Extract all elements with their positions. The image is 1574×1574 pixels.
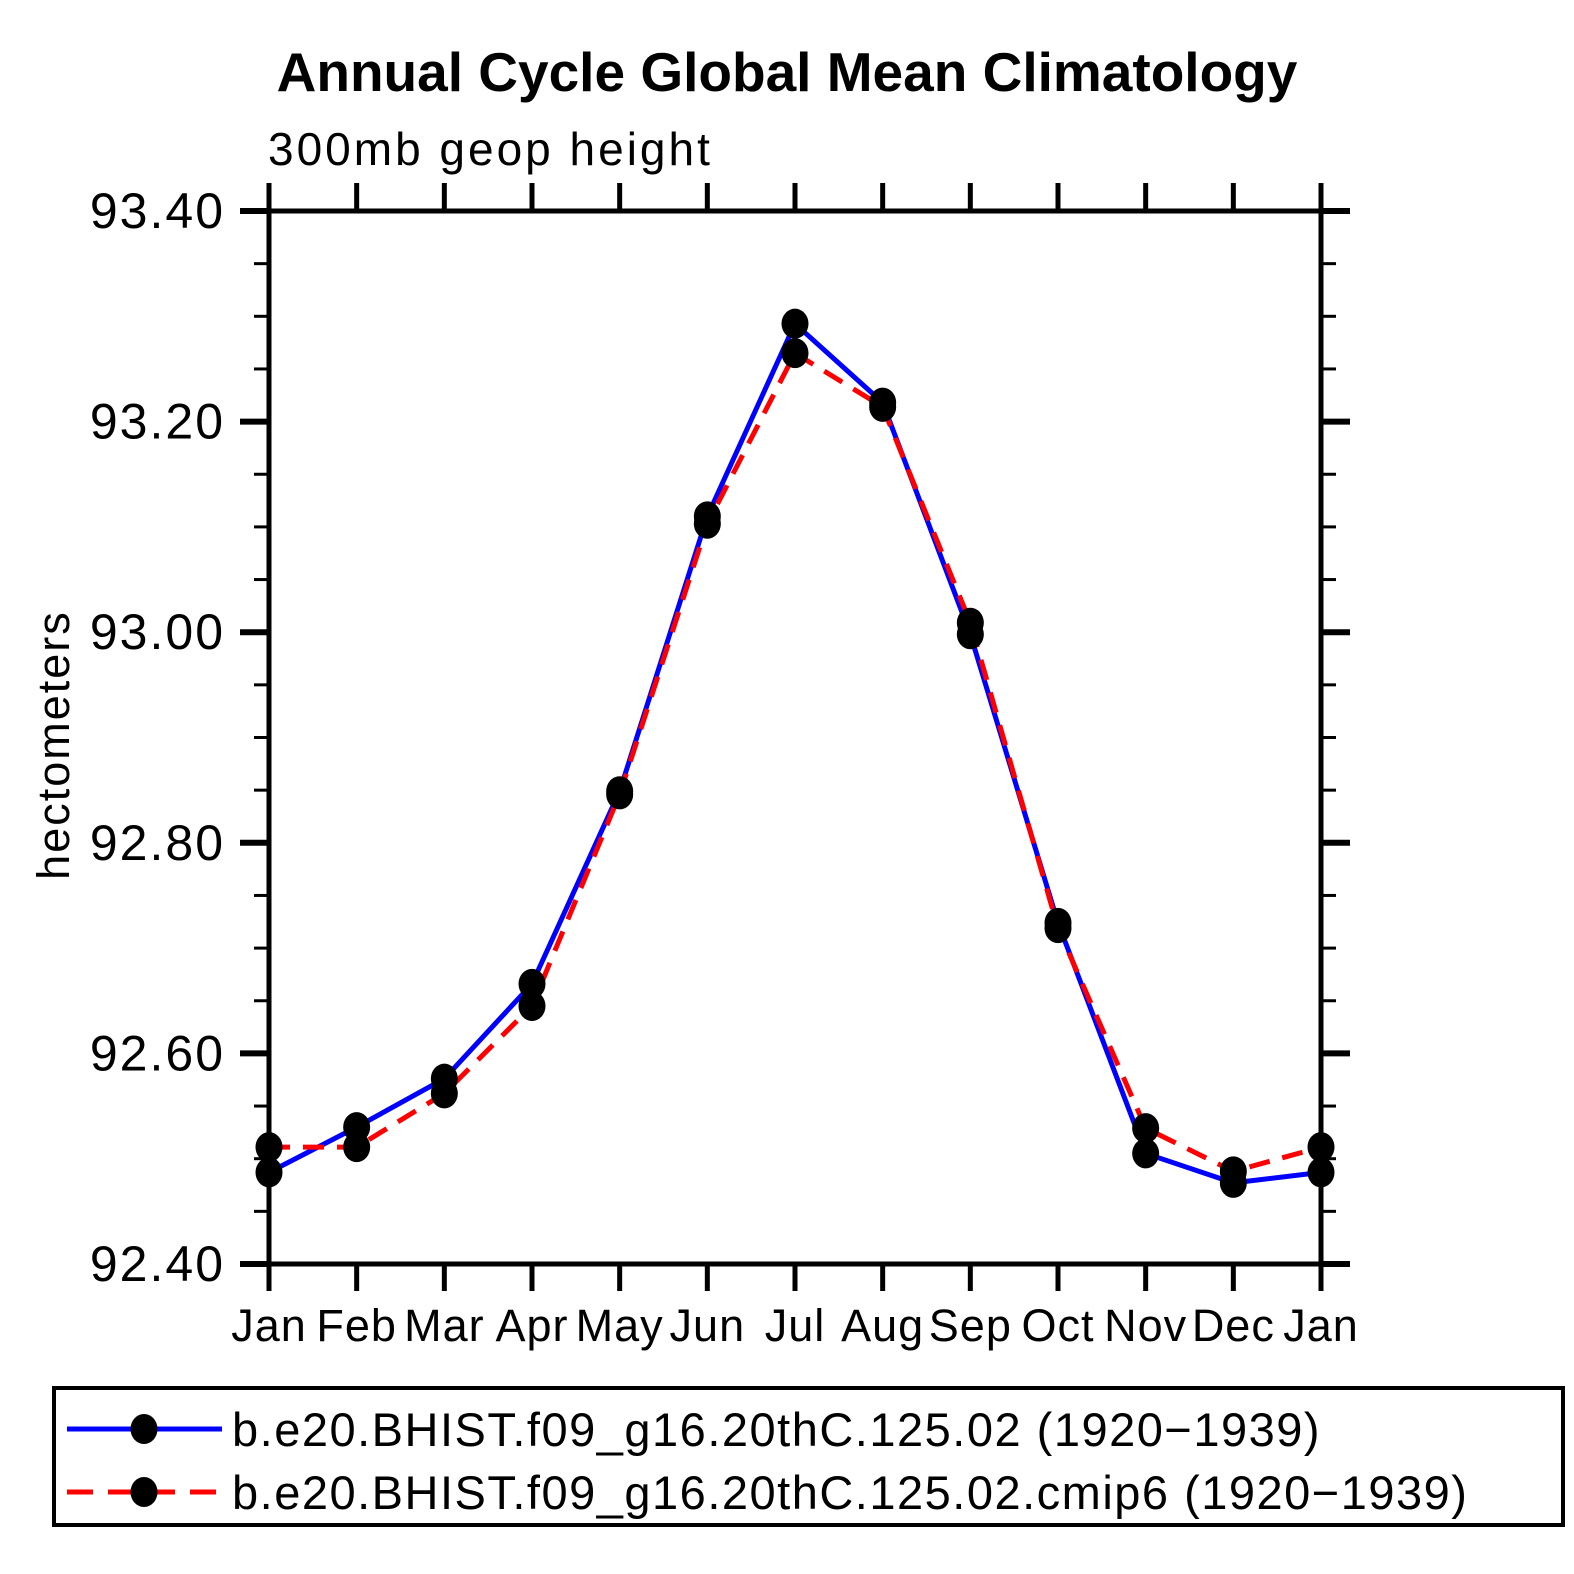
y-tick-label: 93.40 bbox=[90, 183, 225, 239]
chart-subtitle: 300mb geop height bbox=[268, 123, 713, 175]
data-point-marker bbox=[606, 779, 634, 810]
x-tick-label: Jul bbox=[765, 1300, 826, 1351]
x-tick-label: Jan bbox=[1283, 1300, 1359, 1351]
x-tick-label: May bbox=[576, 1300, 664, 1351]
y-tick-label: 92.60 bbox=[90, 1025, 225, 1081]
legend-line-sample-dashed bbox=[67, 1477, 222, 1507]
x-tick-label: Aug bbox=[841, 1300, 924, 1351]
legend: b.e20.BHIST.f09_g16.20thC.125.02 (1920−1… bbox=[52, 1386, 1565, 1527]
legend-label: b.e20.BHIST.f09_g16.20thC.125.02 (1920−1… bbox=[232, 1402, 1322, 1456]
legend-marker-circle bbox=[130, 1414, 158, 1444]
data-point-marker bbox=[518, 968, 546, 999]
data-point-marker bbox=[343, 1132, 371, 1163]
data-point-marker bbox=[518, 991, 546, 1022]
x-tick-label: Oct bbox=[1021, 1300, 1094, 1351]
data-point-marker bbox=[1219, 1156, 1247, 1187]
data-point-marker bbox=[255, 1157, 283, 1188]
data-point-marker bbox=[1307, 1157, 1335, 1188]
data-point-marker bbox=[1132, 1138, 1160, 1169]
data-series bbox=[267, 321, 1322, 1186]
x-tick-label: Sep bbox=[929, 1300, 1012, 1351]
data-point-marker bbox=[693, 508, 721, 539]
series-line-dashed-red bbox=[269, 350, 1322, 1174]
x-tick-label: Jan bbox=[231, 1300, 307, 1351]
data-point-marker bbox=[1307, 1132, 1335, 1163]
y-tick-label: 93.00 bbox=[90, 604, 225, 660]
data-point-marker bbox=[1132, 1113, 1160, 1144]
legend-item: b.e20.BHIST.f09_g16.20thC.125.02.cmip6 (… bbox=[62, 1465, 1469, 1519]
legend-line-sample-solid bbox=[67, 1414, 222, 1444]
data-point-markers bbox=[255, 308, 1335, 1198]
y-tick-label: 92.80 bbox=[90, 815, 225, 871]
x-tick-label: Jun bbox=[670, 1300, 746, 1351]
series-line-solid-blue bbox=[267, 321, 1322, 1186]
y-tick-label: 92.40 bbox=[90, 1236, 225, 1292]
y-tick-label: 93.20 bbox=[90, 394, 225, 450]
frame-rect bbox=[266, 208, 1324, 1267]
x-tick-label: Mar bbox=[404, 1300, 485, 1351]
data-point-marker bbox=[956, 607, 984, 638]
x-tick-label: Nov bbox=[1104, 1300, 1187, 1351]
x-tick-label: Apr bbox=[495, 1300, 568, 1351]
data-point-marker bbox=[869, 391, 897, 422]
data-point-marker bbox=[781, 338, 809, 369]
data-point-marker bbox=[255, 1132, 283, 1163]
plot-frame bbox=[266, 208, 1324, 1267]
x-tick-label: Feb bbox=[316, 1300, 397, 1351]
y-axis-label: hectometers bbox=[28, 610, 79, 880]
data-point-marker bbox=[430, 1078, 458, 1109]
legend-marker-circle bbox=[130, 1477, 158, 1507]
data-point-marker bbox=[1044, 913, 1072, 944]
chart-title: Annual Cycle Global Mean Climatology bbox=[276, 41, 1298, 103]
legend-item: b.e20.BHIST.f09_g16.20thC.125.02 (1920−1… bbox=[62, 1402, 1322, 1456]
data-point-marker bbox=[781, 308, 809, 339]
x-tick-label: Dec bbox=[1192, 1300, 1275, 1351]
legend-label: b.e20.BHIST.f09_g16.20thC.125.02.cmip6 (… bbox=[232, 1465, 1469, 1519]
